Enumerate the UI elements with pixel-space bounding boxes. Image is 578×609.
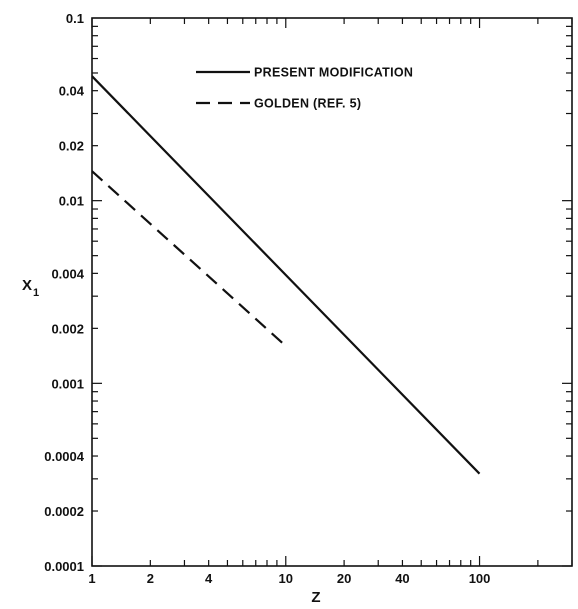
x-tick-label: 100 [469, 571, 491, 586]
y-tick-label: 0.0002 [44, 504, 84, 519]
legend-label-2: GOLDEN (REF. 5) [254, 97, 361, 111]
y-axis-title: X 1 [22, 277, 39, 299]
plot-frame [91, 17, 573, 567]
series-lines [91, 75, 481, 475]
y-tick-label: 0.0001 [44, 559, 84, 574]
series-line-1 [91, 75, 481, 475]
legend: PRESENT MODIFICATION GOLDEN (REF. 5) [196, 66, 413, 111]
y-tick-label: 0.004 [51, 266, 84, 281]
y-tick-label: 0.002 [51, 321, 84, 336]
y-tick-label: 0.0004 [44, 449, 85, 464]
x-tick-label: 2 [147, 571, 154, 586]
x-tick-label: 20 [337, 571, 351, 586]
axis-ticks [91, 18, 573, 567]
x-tick-label: 4 [205, 571, 213, 586]
x-tick-label: 40 [395, 571, 409, 586]
x-tick-label: 1 [88, 571, 95, 586]
y-tick-label: 0.02 [59, 139, 84, 154]
legend-label-1: PRESENT MODIFICATION [254, 66, 413, 80]
series-line-2 [91, 170, 287, 347]
y-tick-label: 0.001 [51, 376, 84, 391]
y-tick-label: 0.04 [59, 84, 85, 99]
y-axis-title-subscript: 1 [33, 287, 39, 299]
x-tick-label: 10 [279, 571, 293, 586]
axis-tick-labels: 1 2 4 10 20 40 100 0.1 0.04 0.02 0.01 0.004 0.002 0.0… [44, 11, 490, 586]
x-axis-title: Z [311, 589, 320, 606]
plot-area-border [91, 17, 573, 567]
y-tick-label: 0.01 [59, 194, 84, 209]
y-tick-label: 0.1 [66, 11, 84, 26]
y-axis-title-main: X [22, 277, 32, 294]
